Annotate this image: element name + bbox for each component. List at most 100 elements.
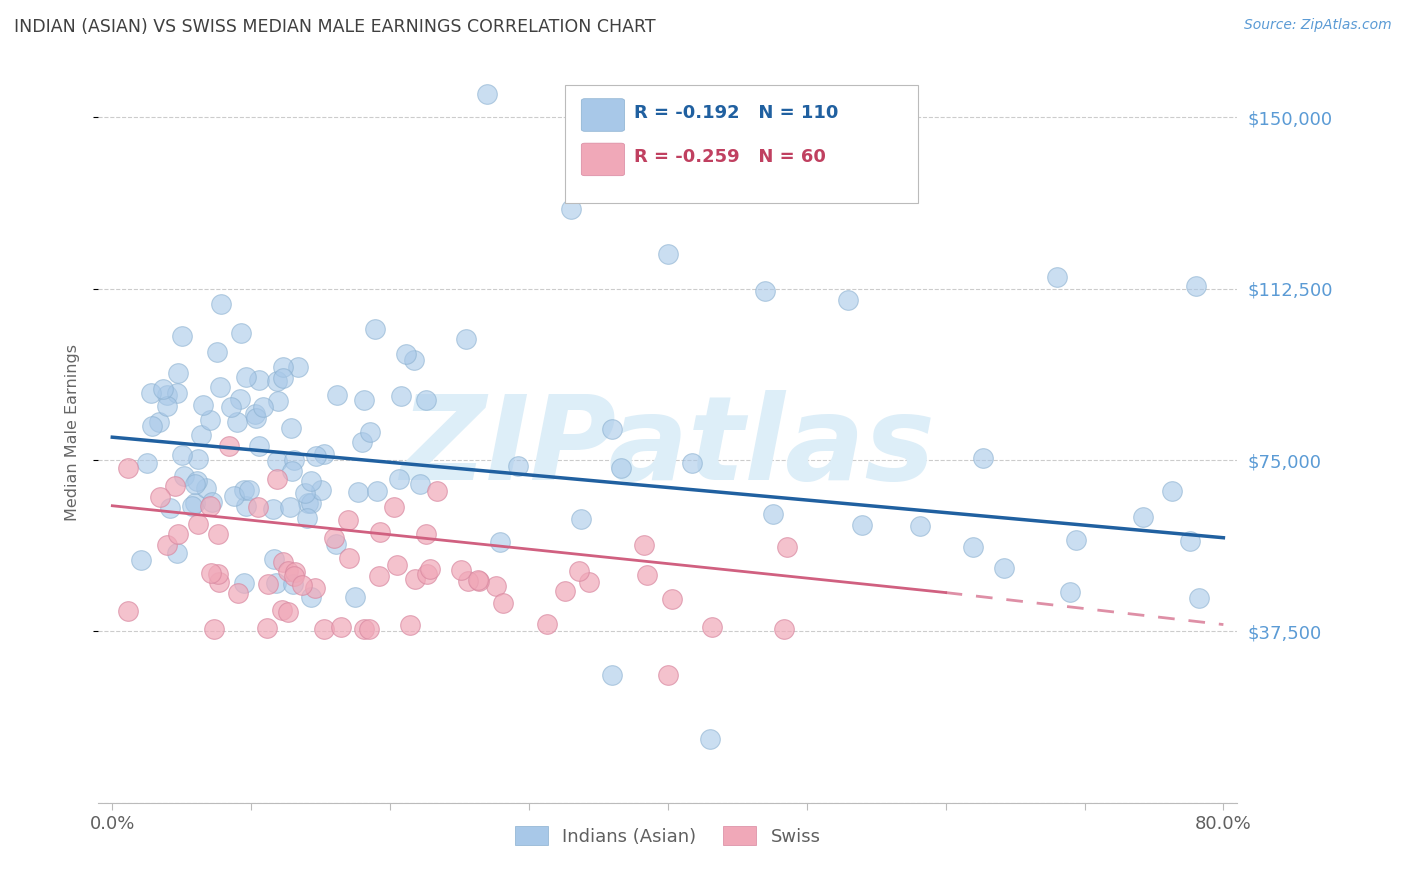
Point	[1132, 510, 1154, 524]
Point	[117, 460, 139, 475]
Point	[773, 622, 796, 636]
Point	[198, 413, 221, 427]
Point	[382, 500, 405, 515]
Point	[336, 513, 359, 527]
Point	[191, 398, 214, 412]
Point	[291, 578, 314, 592]
Point	[222, 489, 245, 503]
Point	[139, 386, 162, 401]
Point	[536, 616, 558, 631]
Point	[117, 604, 139, 618]
Point	[226, 586, 249, 600]
Text: Source: ZipAtlas.com: Source: ZipAtlas.com	[1244, 18, 1392, 32]
Point	[1180, 533, 1202, 548]
Point	[187, 452, 209, 467]
Point	[468, 574, 491, 589]
Point	[263, 552, 285, 566]
Point	[1184, 279, 1206, 293]
Point	[394, 346, 416, 360]
Point	[993, 561, 1015, 575]
Text: R = -0.259   N = 60: R = -0.259 N = 60	[634, 148, 825, 166]
Point	[908, 519, 931, 533]
Point	[366, 483, 388, 498]
Point	[246, 500, 269, 515]
Point	[312, 622, 335, 636]
Point	[180, 499, 202, 513]
Point	[201, 495, 224, 509]
Point	[156, 388, 179, 402]
Point	[207, 566, 229, 581]
Point	[426, 484, 449, 499]
Point	[277, 605, 299, 619]
Point	[409, 477, 432, 491]
Point	[278, 500, 301, 514]
Point	[247, 373, 270, 387]
Point	[415, 392, 437, 407]
Point	[368, 569, 391, 583]
Point	[762, 507, 785, 521]
Point	[295, 511, 318, 525]
Point	[135, 456, 157, 470]
Point	[247, 439, 270, 453]
Point	[457, 574, 479, 589]
Point	[229, 392, 252, 407]
Point	[600, 422, 623, 436]
Point	[183, 496, 205, 510]
Point	[329, 620, 352, 634]
Point	[415, 566, 437, 581]
Point	[271, 370, 294, 384]
Point	[266, 374, 288, 388]
Point	[506, 458, 529, 473]
Point	[190, 428, 212, 442]
Point	[337, 551, 360, 566]
Point	[277, 564, 299, 578]
Point	[148, 415, 170, 429]
Point	[657, 247, 679, 261]
Point	[283, 453, 305, 467]
Point	[681, 456, 703, 470]
Point	[492, 596, 515, 610]
Point	[357, 622, 380, 636]
Point	[484, 579, 506, 593]
Point	[281, 577, 304, 591]
Point	[387, 558, 409, 572]
Point	[149, 490, 172, 504]
Point	[343, 590, 366, 604]
Point	[368, 524, 391, 539]
Point	[243, 407, 266, 421]
Point	[1046, 270, 1069, 285]
Point	[554, 583, 576, 598]
Point	[700, 620, 723, 634]
Point	[699, 731, 721, 746]
Point	[256, 621, 278, 635]
Point	[207, 345, 229, 359]
Point	[571, 512, 593, 526]
Point	[1059, 585, 1081, 599]
Point	[962, 540, 984, 554]
Point	[187, 516, 209, 531]
Point	[262, 501, 284, 516]
Point	[271, 555, 294, 569]
Point	[271, 359, 294, 374]
Text: R = -0.192   N = 110: R = -0.192 N = 110	[634, 103, 838, 122]
Point	[166, 527, 188, 541]
Point	[167, 366, 190, 380]
Point	[294, 485, 316, 500]
Point	[257, 577, 280, 591]
Point	[284, 565, 307, 579]
Point	[283, 569, 305, 583]
Point	[578, 575, 600, 590]
Point	[364, 322, 387, 336]
Point	[388, 472, 411, 486]
Point	[450, 563, 472, 577]
Point	[271, 603, 294, 617]
Point	[305, 450, 328, 464]
Point	[281, 464, 304, 478]
Point	[129, 552, 152, 566]
Point	[1160, 483, 1182, 498]
Point	[218, 439, 240, 453]
Point	[170, 448, 193, 462]
Point	[219, 401, 242, 415]
Point	[195, 481, 218, 495]
Point	[266, 394, 288, 409]
